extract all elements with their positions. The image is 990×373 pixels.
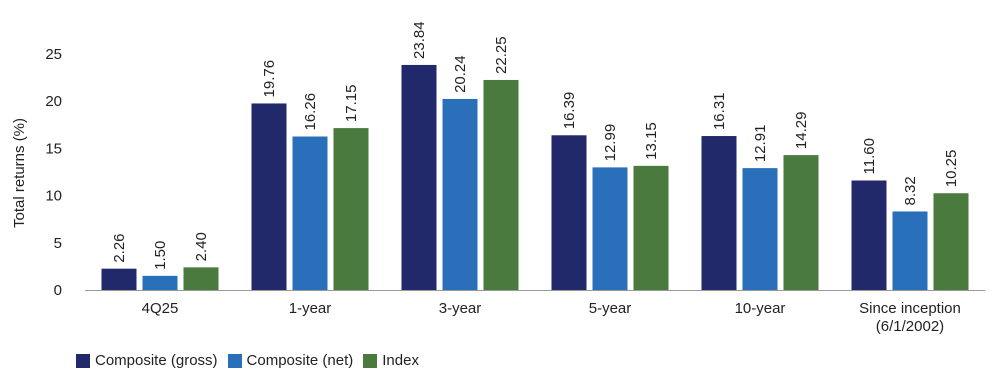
x-tick-label: 5-year: [589, 300, 632, 317]
legend-swatch-index: [363, 353, 378, 368]
x-tick-label: Since inception: [859, 300, 961, 317]
data-label: 14.29: [793, 112, 810, 150]
x-tick-label: (6/1/2002): [876, 318, 944, 335]
bar: [483, 79, 519, 291]
bar: [592, 167, 628, 290]
data-label: 2.26: [111, 233, 128, 262]
bar: [442, 98, 478, 290]
y-axis-ticks: 0 5 10 15 20 25: [45, 46, 62, 299]
data-label: 17.15: [343, 85, 360, 123]
x-tick-label: 4Q25: [142, 300, 179, 317]
legend: Composite (gross) Composite (net) Index: [76, 352, 419, 369]
bar: [401, 64, 437, 290]
bar: [892, 211, 928, 290]
data-label: 8.32: [902, 176, 919, 205]
data-label: 11.60: [861, 138, 878, 174]
data-label: 2.40: [193, 232, 210, 261]
bar: [292, 136, 328, 290]
bar: [633, 165, 669, 290]
data-label: 12.99: [602, 124, 619, 162]
bar: [333, 128, 369, 290]
legend-swatch-composite-net: [227, 353, 242, 368]
legend-label-index: Index: [382, 352, 419, 369]
data-label: 16.39: [561, 92, 578, 130]
legend-label-composite-net: Composite (net): [246, 352, 354, 369]
bar: [933, 193, 969, 290]
data-label: 16.31: [711, 92, 728, 130]
bar: [742, 168, 778, 290]
legend-item-composite-net: Composite (net): [227, 352, 354, 369]
bar: [101, 268, 137, 290]
y-tick-label: 25: [45, 46, 62, 63]
y-axis-label: Total returns (%): [11, 118, 28, 228]
legend-label-composite-gross: Composite (gross): [95, 352, 218, 369]
y-tick-label: 10: [45, 188, 62, 205]
bars: [101, 64, 969, 291]
data-labels: 2.26 1.50 2.40 19.76 16.26 17.15 23.84 20.24 22.…: [111, 21, 960, 269]
data-label: 1.50: [152, 241, 169, 270]
data-label: 23.84: [411, 21, 428, 59]
x-tick-label: 10-year: [735, 300, 786, 317]
data-label: 16.26: [302, 93, 319, 131]
y-tick-label: 15: [45, 140, 62, 157]
bar: [783, 155, 819, 290]
legend-item-composite-gross: Composite (gross): [76, 352, 218, 369]
bar: [183, 267, 219, 290]
data-label: 22.25: [493, 36, 510, 74]
x-tick-label: 1-year: [289, 300, 332, 317]
bar: [251, 103, 287, 290]
data-label: 20.24: [452, 55, 469, 93]
x-axis-ticks: 4Q25 1-year 3-year 5-year 10-year Since incep…: [142, 300, 961, 335]
bar: [701, 136, 737, 290]
bar: [851, 180, 887, 290]
bar: [551, 135, 587, 290]
x-tick-label: 3-year: [439, 300, 482, 317]
y-tick-label: 0: [54, 282, 62, 299]
bar: [142, 275, 178, 290]
data-label: 12.91: [752, 125, 769, 163]
data-label: 10.25: [943, 150, 960, 188]
y-tick-label: 20: [45, 93, 62, 110]
legend-swatch-composite-gross: [76, 353, 90, 368]
data-label: 19.76: [261, 60, 278, 98]
data-label: 13.15: [643, 122, 660, 160]
y-tick-label: 5: [54, 235, 62, 252]
legend-item-index: Index: [363, 352, 419, 369]
